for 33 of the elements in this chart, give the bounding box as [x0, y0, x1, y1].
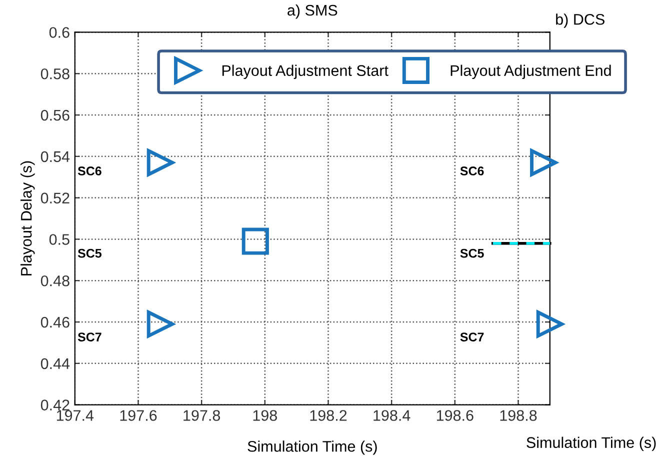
- x-tick-label: 197.8: [184, 410, 220, 421]
- y-tick-label: 0.48: [40, 275, 70, 286]
- y-tick-label: 0.44: [40, 358, 70, 370]
- annotation: SC7: [78, 332, 102, 342]
- point: [242, 228, 269, 255]
- annotation: SC6: [78, 166, 102, 176]
- x-tick-label: 198.2: [310, 410, 347, 421]
- annotation: SC5: [460, 248, 484, 258]
- y-tick-label: 0.56: [40, 110, 70, 121]
- legend-label: Playout Adjustment Start: [222, 64, 388, 80]
- annotation: SC5: [78, 248, 102, 258]
- x-tick-label: 197.6: [120, 410, 157, 421]
- text: Simulation Time (s): [526, 436, 656, 452]
- x-tick-label: 198.6: [436, 410, 474, 421]
- point: [530, 149, 558, 176]
- x-axis-title: Simulation Time (s): [248, 440, 377, 455]
- y-axis-title: Playout Delay (s): [20, 161, 35, 276]
- text: b) DCS: [556, 14, 604, 28]
- legend-label: Playout Adjustment End: [450, 64, 611, 80]
- x-tick-label: 198.8: [500, 410, 537, 421]
- y-tick-label: 0.46: [40, 316, 70, 328]
- x-tick-label: 197.4: [56, 410, 94, 421]
- x-tick-label: 198.4: [374, 410, 410, 421]
- y-tick-label: 0.52: [40, 192, 70, 204]
- annotation: SC6: [460, 166, 484, 176]
- y-tick-label: 0.6: [49, 27, 70, 38]
- y-tick-label: 0.58: [40, 68, 70, 80]
- annotation: SC7: [460, 332, 484, 342]
- y-tick-label: 0.5: [49, 234, 70, 245]
- y-tick-label: 0.54: [40, 151, 70, 162]
- y-tick-label: 0.42: [40, 400, 70, 410]
- x-tick-label: 198: [253, 410, 277, 421]
- chart-title: a) SMS: [288, 4, 338, 19]
